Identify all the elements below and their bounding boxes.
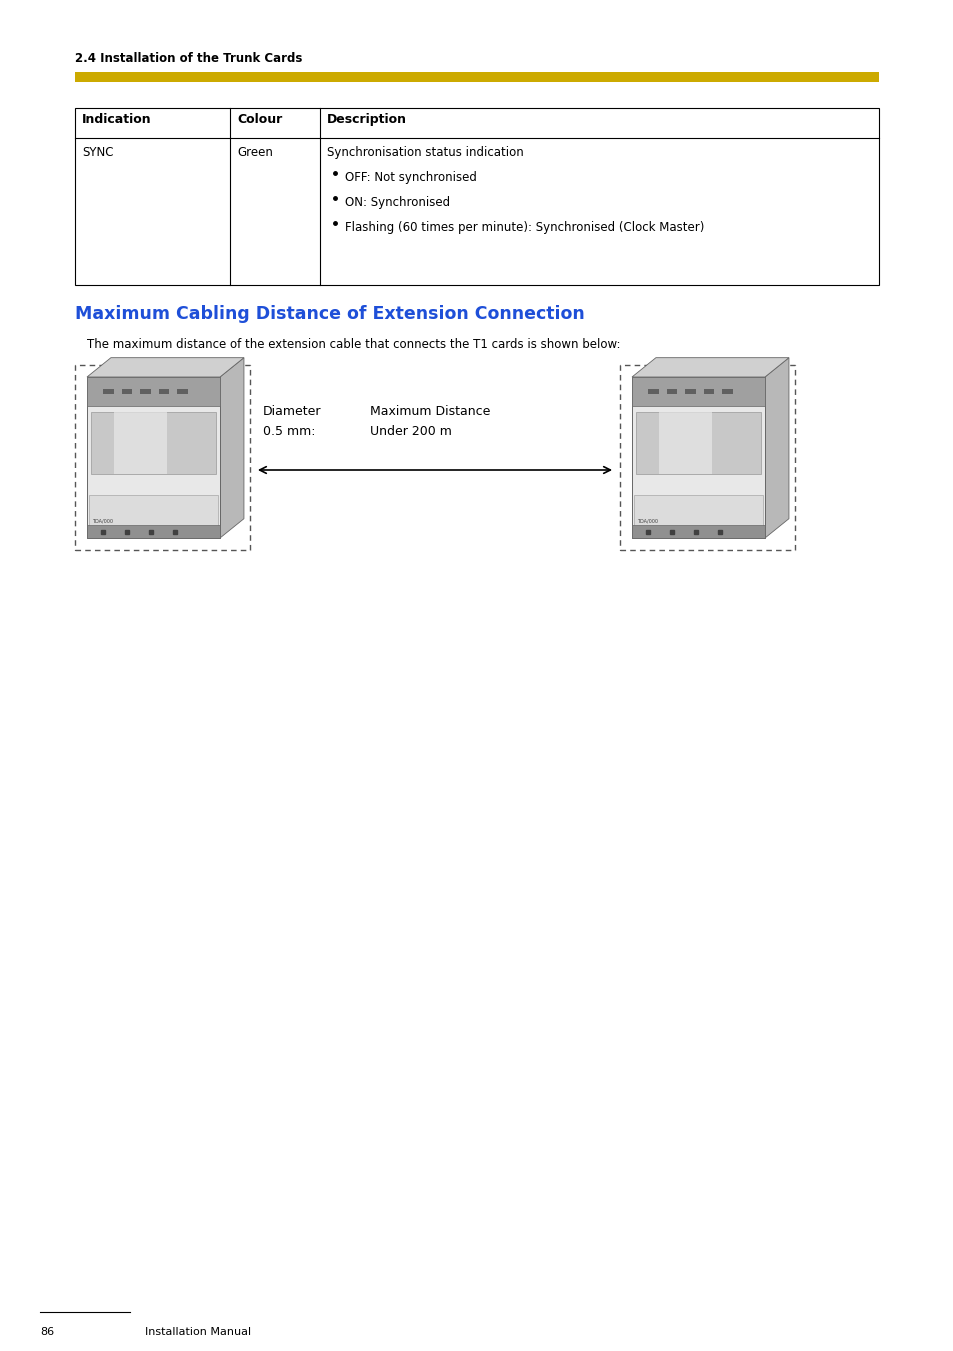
Bar (658, 412, 711, 474)
Text: Synchronisation status indication: Synchronisation status indication (327, 146, 523, 159)
Bar (121, 389, 132, 393)
Text: Under 200 m: Under 200 m (370, 426, 452, 438)
Polygon shape (87, 358, 244, 377)
Bar (158, 389, 170, 393)
Bar (684, 389, 695, 393)
Bar (91, 412, 215, 474)
Text: 2.4 Installation of the Trunk Cards: 2.4 Installation of the Trunk Cards (75, 51, 302, 65)
Text: Installation Manual: Installation Manual (145, 1327, 251, 1337)
Bar (89, 494, 218, 535)
Text: Flashing (60 times per minute): Synchronised (Clock Master): Flashing (60 times per minute): Synchron… (345, 222, 703, 234)
Bar (75, 365, 250, 550)
Bar (721, 389, 732, 393)
Bar (631, 377, 764, 538)
Bar (177, 389, 188, 393)
Bar (634, 494, 762, 535)
Text: The maximum distance of the extension cable that connects the T1 cards is shown : The maximum distance of the extension ca… (87, 338, 619, 351)
Text: Colour: Colour (236, 113, 282, 126)
Bar (647, 389, 658, 393)
Bar (140, 389, 151, 393)
Bar (75, 108, 878, 285)
Text: 86: 86 (40, 1327, 54, 1337)
Bar (666, 389, 677, 393)
Bar (619, 365, 794, 550)
Text: ON: Synchronised: ON: Synchronised (345, 196, 450, 209)
Text: Diameter: Diameter (263, 405, 321, 417)
Bar (87, 526, 220, 538)
Bar (631, 526, 764, 538)
Text: Maximum Cabling Distance of Extension Connection: Maximum Cabling Distance of Extension Co… (75, 305, 584, 323)
Text: Indication: Indication (82, 113, 152, 126)
Polygon shape (631, 358, 788, 377)
Text: Description: Description (327, 113, 407, 126)
Text: SYNC: SYNC (82, 146, 113, 159)
Text: TDA/000: TDA/000 (91, 519, 112, 524)
Bar (703, 389, 714, 393)
Bar (636, 412, 760, 474)
Polygon shape (764, 358, 788, 538)
Bar (87, 377, 220, 538)
Bar (87, 377, 220, 407)
Text: 0.5 mm:: 0.5 mm: (263, 426, 315, 438)
Text: Maximum Distance: Maximum Distance (370, 405, 490, 417)
Bar (631, 377, 764, 407)
Text: OFF: Not synchronised: OFF: Not synchronised (345, 172, 476, 184)
Text: TDA/000: TDA/000 (637, 519, 658, 524)
Bar (75, 72, 878, 82)
Bar (103, 389, 113, 393)
Polygon shape (220, 358, 244, 538)
Bar (113, 412, 167, 474)
Text: Green: Green (236, 146, 273, 159)
